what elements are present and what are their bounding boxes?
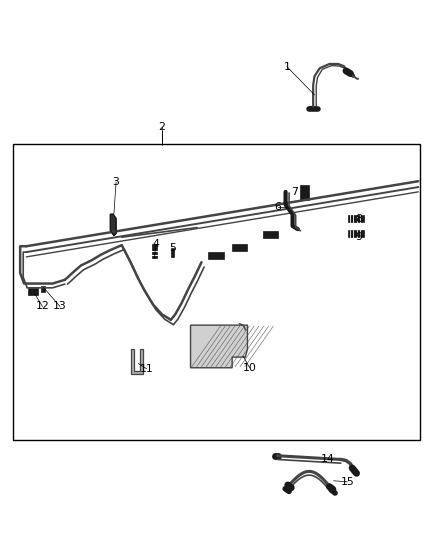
Text: 5: 5 <box>170 243 177 253</box>
Text: 15: 15 <box>340 477 354 487</box>
Bar <box>208 252 224 259</box>
Polygon shape <box>110 214 116 236</box>
Text: 10: 10 <box>243 363 257 373</box>
Text: 14: 14 <box>321 455 335 464</box>
Text: 6: 6 <box>275 202 282 212</box>
Bar <box>300 185 309 200</box>
Text: 13: 13 <box>53 302 67 311</box>
Polygon shape <box>131 349 143 374</box>
Text: 12: 12 <box>35 302 49 311</box>
Bar <box>171 248 174 257</box>
Text: 3: 3 <box>113 177 120 187</box>
Bar <box>263 231 278 238</box>
Text: 11: 11 <box>140 364 154 374</box>
Text: 2: 2 <box>159 122 166 132</box>
Polygon shape <box>191 325 247 368</box>
Bar <box>152 244 157 258</box>
Bar <box>348 215 364 222</box>
Text: 4: 4 <box>152 239 159 249</box>
Bar <box>232 244 247 251</box>
Text: 1: 1 <box>283 62 290 71</box>
Bar <box>28 288 38 295</box>
Text: 8: 8 <box>356 214 363 223</box>
Bar <box>348 230 364 237</box>
Bar <box>13 144 420 440</box>
Bar <box>41 286 45 292</box>
Text: 7: 7 <box>291 187 298 197</box>
Text: 9: 9 <box>356 232 363 241</box>
